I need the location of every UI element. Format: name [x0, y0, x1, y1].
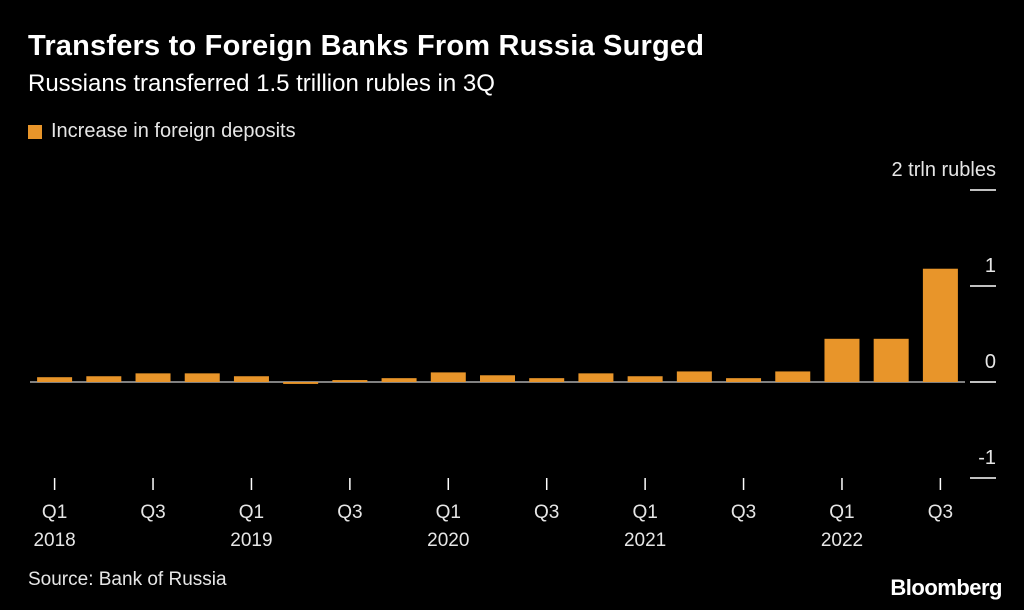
- bar: [578, 373, 614, 382]
- bar: [873, 338, 909, 382]
- bar: [676, 371, 712, 382]
- bar: [775, 371, 811, 382]
- x-tick-label: Q1: [42, 502, 67, 523]
- x-tick-label: Q1: [829, 502, 854, 523]
- x-tick-label: Q3: [140, 502, 165, 523]
- bar: [135, 373, 171, 382]
- legend: Increase in foreign deposits: [28, 120, 296, 143]
- y-tick-label: 0: [985, 351, 996, 373]
- bar: [726, 378, 762, 382]
- y-tick-label: -1: [978, 447, 996, 469]
- bar: [430, 372, 466, 382]
- source-note: Source: Bank of Russia: [28, 569, 227, 590]
- bar: [233, 376, 269, 382]
- bar: [37, 377, 73, 382]
- x-tick-label: Q3: [337, 502, 362, 523]
- bar: [480, 375, 515, 382]
- bar: [283, 382, 319, 384]
- bar: [529, 378, 565, 382]
- x-tick-year-label: 2018: [33, 530, 75, 551]
- x-tick-label: Q1: [239, 502, 264, 523]
- bloomberg-logo: Bloomberg: [890, 575, 1002, 600]
- bar: [86, 376, 122, 382]
- y-tick-label: 2 trln rubles: [892, 159, 997, 181]
- chart-title: Transfers to Foreign Banks From Russia S…: [28, 30, 705, 62]
- y-tick-label: 1: [985, 255, 996, 277]
- bar: [184, 373, 220, 382]
- bar: [922, 268, 958, 382]
- x-tick-label: Q3: [534, 502, 559, 523]
- chart-subtitle: Russians transferred 1.5 trillion rubles…: [28, 70, 495, 97]
- x-tick-year-label: 2021: [624, 530, 666, 551]
- x-tick-year-label: 2019: [230, 530, 272, 551]
- x-tick-year-label: 2022: [821, 530, 863, 551]
- x-tick-label: Q3: [928, 502, 953, 523]
- x-tick-label: Q3: [731, 502, 756, 523]
- x-tick-label: Q1: [632, 502, 657, 523]
- bar: [381, 378, 417, 382]
- bar: [332, 380, 368, 382]
- legend-label: Increase in foreign deposits: [51, 120, 296, 142]
- x-tick-label: Q1: [436, 502, 461, 523]
- bar: [627, 376, 663, 382]
- bar: [824, 338, 860, 382]
- legend-swatch: [28, 124, 42, 139]
- x-tick-year-label: 2020: [427, 530, 469, 551]
